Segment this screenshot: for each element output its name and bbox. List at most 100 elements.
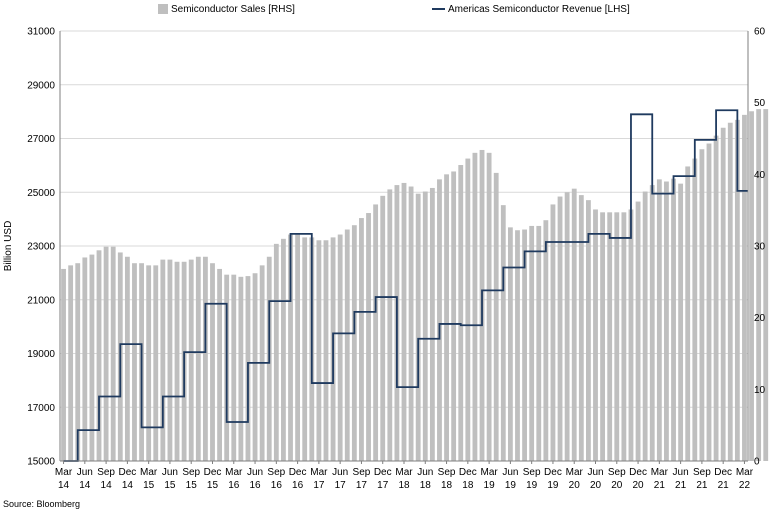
x-tick-month: Dec bbox=[289, 467, 307, 478]
bar bbox=[437, 179, 442, 461]
bar bbox=[578, 195, 584, 461]
x-tick-year: 15 bbox=[186, 480, 198, 491]
y-left-tick-label: 21000 bbox=[27, 295, 55, 306]
bar bbox=[586, 200, 591, 461]
bar bbox=[465, 158, 471, 462]
bar bbox=[316, 240, 322, 461]
bar bbox=[124, 256, 130, 461]
x-tick-year: 22 bbox=[739, 480, 751, 491]
x-tick-year: 21 bbox=[654, 480, 666, 491]
axes: 15000 17000 19000 21000 23000 25000 27000 29000… bbox=[27, 27, 765, 492]
bar bbox=[727, 122, 733, 461]
x-tick-year: 16 bbox=[271, 480, 283, 491]
bar bbox=[614, 212, 620, 461]
bar bbox=[174, 261, 180, 461]
x-tick-year: 19 bbox=[526, 480, 538, 491]
x-tick-month: Jun bbox=[673, 467, 689, 478]
x-tick-year: 19 bbox=[505, 480, 517, 491]
x-tick-month: Sep bbox=[353, 467, 371, 478]
bar bbox=[288, 234, 293, 461]
bar bbox=[458, 165, 464, 461]
bar bbox=[628, 209, 634, 461]
x-tick-year: 17 bbox=[356, 480, 368, 491]
x-tick-year: 18 bbox=[462, 480, 474, 491]
bar bbox=[61, 268, 66, 461]
x-tick-month: Jun bbox=[332, 467, 348, 478]
bar bbox=[444, 174, 449, 462]
bar bbox=[557, 196, 563, 462]
x-tick-year: 17 bbox=[313, 480, 325, 491]
x-tick-year: 14 bbox=[58, 480, 70, 491]
bar bbox=[621, 212, 627, 461]
x-tick-month: Mar bbox=[55, 467, 73, 478]
x-tick-month: Sep bbox=[523, 467, 541, 478]
bar bbox=[507, 227, 513, 461]
bar bbox=[451, 171, 457, 461]
bar bbox=[713, 135, 719, 461]
x-tick-year: 16 bbox=[292, 480, 304, 491]
x-tick-month: Mar bbox=[736, 467, 754, 478]
bar bbox=[231, 274, 237, 461]
y-left-tick-label: 25000 bbox=[27, 188, 55, 199]
legend-swatch-sales bbox=[158, 4, 168, 14]
x-tick-year: 16 bbox=[228, 480, 240, 491]
bar bbox=[217, 268, 222, 461]
x-tick-month: Dec bbox=[544, 467, 562, 478]
bar bbox=[593, 209, 598, 461]
x-tick-month: Mar bbox=[310, 467, 328, 478]
bar bbox=[500, 205, 506, 461]
y-right-tick-label: 40 bbox=[754, 170, 766, 181]
x-tick-month: Dec bbox=[629, 467, 647, 478]
bar bbox=[401, 182, 407, 461]
x-tick-month: Dec bbox=[374, 467, 392, 478]
x-tick-year: 20 bbox=[611, 480, 623, 491]
bar bbox=[103, 246, 109, 461]
bar bbox=[664, 181, 669, 461]
bar bbox=[387, 189, 393, 461]
bar bbox=[493, 172, 499, 461]
x-tick-year: 15 bbox=[164, 480, 176, 491]
bar bbox=[96, 250, 102, 461]
bar bbox=[529, 225, 535, 461]
y-left-tick-label: 27000 bbox=[27, 134, 55, 145]
bar bbox=[202, 256, 208, 461]
bars-semiconductor-sales bbox=[61, 109, 769, 462]
bar bbox=[344, 229, 350, 461]
bar bbox=[607, 212, 613, 461]
bar bbox=[373, 204, 379, 461]
bar bbox=[515, 230, 520, 461]
bar bbox=[486, 152, 492, 462]
bar bbox=[756, 109, 762, 461]
x-tick-month: Dec bbox=[714, 467, 732, 478]
bar bbox=[571, 188, 577, 461]
bar bbox=[273, 243, 279, 461]
x-tick-month: Mar bbox=[225, 467, 243, 478]
x-tick-month: Jun bbox=[162, 467, 178, 478]
bar bbox=[146, 265, 152, 461]
x-tick-year: 14 bbox=[101, 480, 113, 491]
bar bbox=[522, 229, 527, 461]
y-right-tick-label: 50 bbox=[754, 98, 766, 109]
revenue-line bbox=[63, 109, 748, 462]
bar bbox=[210, 263, 215, 461]
x-tick-month: Jun bbox=[77, 467, 93, 478]
y-left-tick-label: 23000 bbox=[27, 242, 55, 253]
y-right-tick-label: 10 bbox=[754, 385, 766, 396]
x-tick-year: 18 bbox=[420, 480, 432, 491]
x-tick-month: Mar bbox=[566, 467, 584, 478]
x-tick-year: 20 bbox=[632, 480, 644, 491]
bar bbox=[649, 185, 655, 462]
legend-label-sales: Semiconductor Sales [RHS] bbox=[171, 4, 295, 15]
x-tick-year: 15 bbox=[143, 480, 155, 491]
x-tick-year: 21 bbox=[718, 480, 730, 491]
bar bbox=[281, 238, 286, 461]
x-tick-year: 17 bbox=[377, 480, 389, 491]
x-tick-month: Mar bbox=[651, 467, 669, 478]
bar bbox=[160, 259, 166, 461]
bar bbox=[380, 195, 386, 462]
bar bbox=[359, 218, 364, 461]
bar bbox=[132, 263, 137, 461]
bar bbox=[110, 246, 116, 461]
bar bbox=[706, 143, 712, 461]
